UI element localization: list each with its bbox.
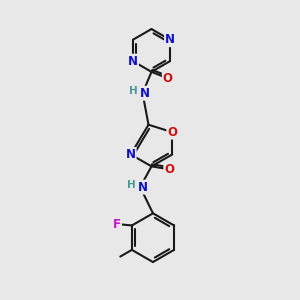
Text: N: N	[165, 33, 175, 46]
Text: O: O	[163, 72, 173, 85]
Text: N: N	[126, 148, 136, 161]
Text: H: H	[127, 180, 136, 190]
Text: N: N	[128, 55, 138, 68]
Text: N: N	[138, 181, 148, 194]
Text: F: F	[113, 218, 121, 230]
Text: N: N	[140, 87, 150, 100]
Text: O: O	[167, 126, 177, 139]
Text: O: O	[164, 163, 174, 176]
Text: H: H	[129, 86, 137, 96]
